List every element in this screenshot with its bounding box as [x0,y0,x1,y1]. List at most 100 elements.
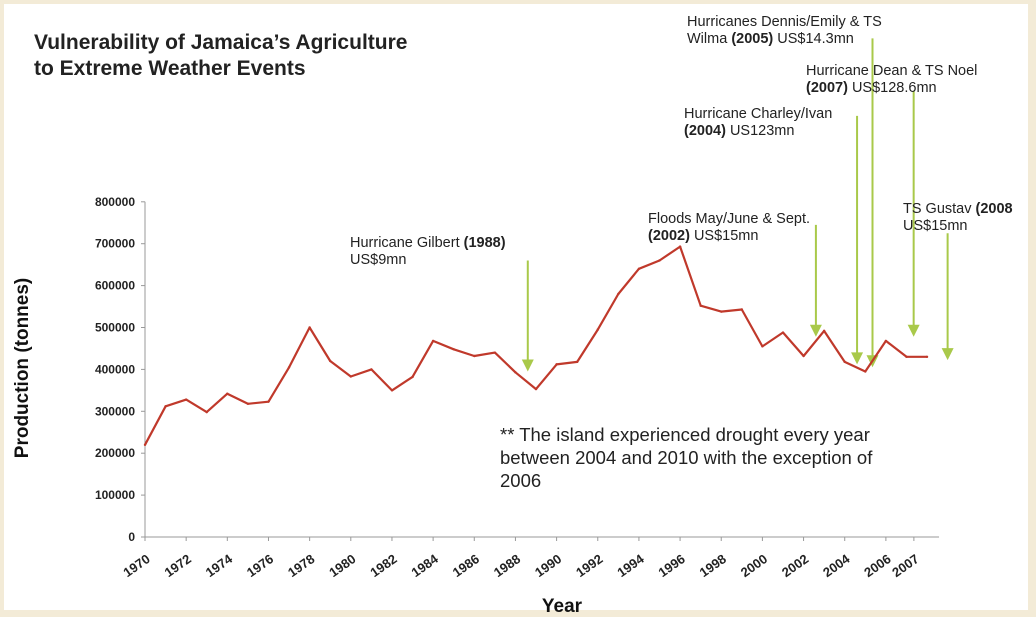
production-point [226,392,229,395]
event-annotation-text: Wilma [687,31,731,47]
y-tick-label: 0 [128,530,135,544]
event-annotation-text: TS Gustav [903,201,976,217]
production-point [329,359,332,363]
production-point [720,310,723,313]
event-annotation-line: Hurricane Gilbert (1988) [350,235,506,251]
drought-note-line: between 2004 and 2010 with the exception… [500,447,873,468]
production-point [411,375,414,379]
event-annotation-line: (2002) US$15mn [648,228,758,244]
production-point [637,267,641,271]
event-arrowhead [941,348,954,361]
event-annotation-text: Hurricane Charley/Ivan [684,106,832,122]
event-annotation-line: Hurricane Dean & TS Noel [806,63,977,79]
x-tick-label: 1990 [532,551,564,580]
y-tick-label: 400000 [95,362,135,376]
x-tick-label: 1974 [203,551,236,580]
x-tick-label: 2004 [820,551,853,580]
production-point [678,245,682,248]
x-tick-label: 1980 [326,551,358,580]
drought-note-line: 2006 [500,470,541,491]
x-tick-label: 1982 [367,551,399,580]
event-annotation-text: Hurricanes Dennis/Emily & TS [687,14,882,30]
x-tick-label: 2006 [861,551,893,580]
production-point [370,368,373,371]
x-tick-label: 2002 [779,551,811,580]
production-point [925,355,929,359]
production-point [884,339,888,343]
event-annotation-line: (2007) US$128.6mn [806,80,937,96]
production-point [596,328,599,331]
production-point [781,331,785,334]
y-tick-label: 600000 [95,279,135,293]
event-annotation-text: Hurricane Gilbert [350,235,464,251]
production-point [431,339,435,343]
production-point [555,363,558,366]
event-annotation-text: US$14.3mn [773,31,854,47]
event-annotation-text: US123mn [726,123,795,139]
x-tick-label: 1988 [491,551,523,580]
production-point [905,355,908,359]
event-annotation-line: Hurricane Charley/Ivan [684,106,832,122]
production-point [308,326,311,329]
y-tick-label: 800000 [95,195,135,209]
production-point [843,360,846,364]
chart-title-line2: to Extreme Weather Events [34,57,306,80]
event-annotation-text: (2004) [684,123,726,139]
x-tick-label: 2000 [738,551,770,580]
event-annotation-line: Floods May/June & Sept. [648,211,810,227]
event-arrowhead [521,359,534,372]
event-annotation-text: US$15mn [690,228,759,244]
production-point [267,400,270,403]
x-tick-label: 2007 [889,551,921,580]
production-point [473,354,476,358]
event-annotation-text: US$15mn [903,218,967,234]
production-point [493,351,497,354]
y-tick-label: 500000 [95,321,135,335]
x-tick-label: 1970 [120,551,152,580]
production-point [287,366,291,369]
production-point [164,405,167,408]
x-tick-label: 1986 [450,551,482,580]
drought-note: ** The island experienced drought every … [500,424,873,491]
event-annotation-line: TS Gustav (2008 [903,201,1013,217]
production-point [740,308,744,311]
drought-note-line: ** The island experienced drought every … [500,424,870,445]
production-line [144,245,927,446]
x-tick-label: 1992 [573,551,605,580]
event-arrowhead [851,352,864,365]
event-annotation-text: US$128.6mn [848,80,937,96]
event-annotation-text: (2008 [976,201,1013,217]
chart-axes: 0 100000 200000 300000 400000 500000 600000 700… [95,195,940,580]
x-axis-title: Year [542,596,583,617]
x-tick-label: 1972 [162,551,194,580]
production-point [822,329,826,333]
event-annotation-text: Hurricane Dean & TS Noel [806,63,977,79]
production-point [534,387,538,391]
event-annotation-text: (1988) [464,235,506,251]
event-annotation-text: (2007) [806,80,848,96]
event-annotation-line: Hurricanes Dennis/Emily & TS [687,14,882,30]
event-annotation-line: (2004) US123mn [684,123,794,139]
production-point [575,360,579,364]
production-point [143,443,147,447]
event-annotation-text: (2005) [731,31,773,47]
production-series [143,245,929,447]
event-arrowhead [809,324,822,337]
chart-title-line1: Vulnerability of Jamaica’s Agriculture [34,31,407,54]
production-point [617,292,620,296]
x-tick-label: 1984 [409,551,442,580]
production-point [658,259,661,262]
event-arrowhead [907,324,920,337]
production-point [452,348,455,351]
production-point [246,402,250,405]
production-point [390,389,394,392]
x-tick-label: 1978 [285,551,317,580]
x-tick-label: 1994 [614,551,647,580]
production-point [514,371,517,374]
event-annotation-text: (2002) [648,228,690,244]
y-tick-label: 300000 [95,404,135,418]
event-annotation-line: US$15mn [903,218,967,234]
